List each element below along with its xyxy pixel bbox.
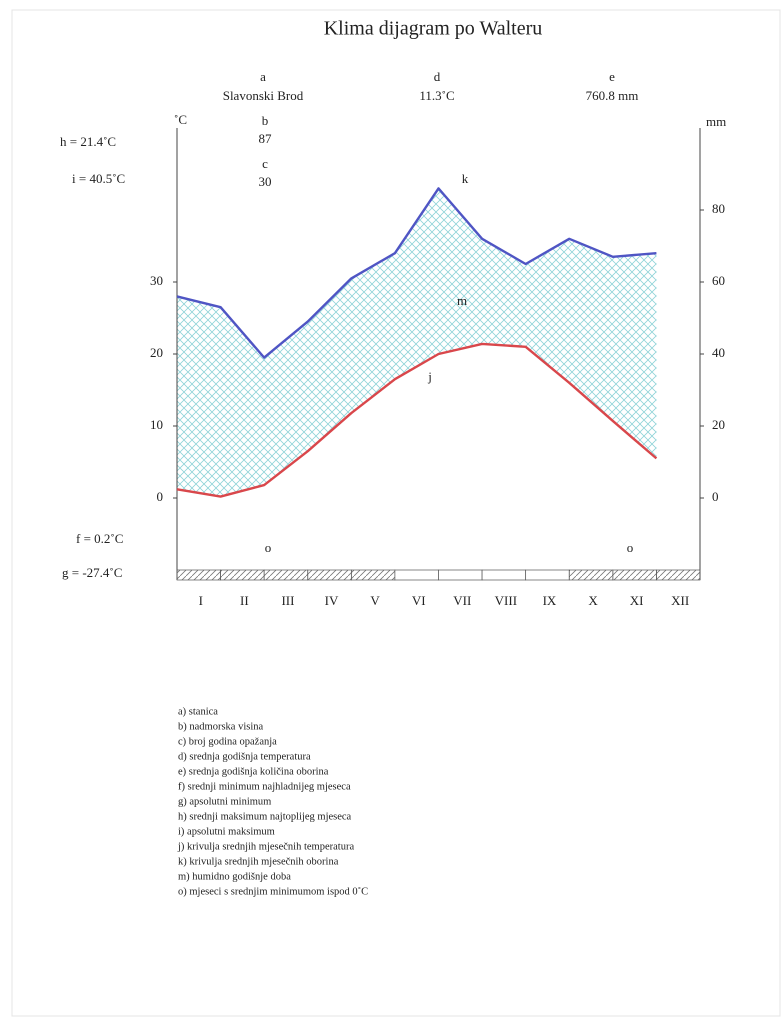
frost-cell	[612, 569, 657, 581]
legend-entry: c) broj godina opažanja	[178, 736, 277, 747]
x-tick-label: II	[240, 593, 249, 608]
x-tick-label: XI	[630, 593, 644, 608]
x-tick-label: V	[370, 593, 380, 608]
frost-cell	[394, 569, 439, 581]
annotation: g = -27.4˚C	[62, 565, 122, 580]
frost-cell	[438, 569, 483, 581]
frost-cell	[568, 569, 614, 581]
legend-entry: k) krivulja srednjih mjesečnih oborina	[178, 856, 339, 867]
header-letter: d	[434, 69, 441, 84]
legend-entry: f) srednji minimum najhladnijeg mjeseca	[178, 781, 351, 792]
annotation: k	[462, 171, 469, 186]
frost-cell	[307, 569, 352, 581]
x-tick-label: VII	[453, 593, 471, 608]
frost-cell	[220, 569, 265, 581]
header-letter: e	[609, 69, 615, 84]
legend-entry: b) nadmorska visina	[178, 721, 263, 732]
annotation: o	[627, 540, 634, 555]
annotation: m	[457, 293, 467, 308]
annotation: f = 0.2˚C	[76, 531, 123, 546]
mean-temp: 11.3˚C	[419, 88, 454, 103]
x-tick-label: XII	[671, 593, 689, 608]
header-letter: a	[260, 69, 266, 84]
y2-tick-label: 60	[712, 273, 725, 288]
y2-tick-label: 80	[712, 201, 725, 216]
y2-axis-label: mm	[706, 114, 726, 129]
annotation: i = 40.5˚C	[72, 171, 125, 186]
y-tick-label: 20	[150, 345, 163, 360]
x-tick-label: VIII	[495, 593, 517, 608]
x-tick-label: I	[199, 593, 203, 608]
frost-cell	[656, 569, 701, 581]
legend-entry: g) apsolutni minimum	[178, 796, 271, 807]
legend-entry: h) srednji maksimum najtoplijeg mjeseca	[178, 811, 352, 822]
x-tick-label: VI	[412, 593, 426, 608]
legend-entry: e) srednja godišnja količina oborina	[178, 766, 329, 777]
header-letter: b	[262, 113, 269, 128]
y2-tick-label: 40	[712, 345, 725, 360]
years: 30	[259, 174, 272, 189]
x-tick-label: IV	[325, 593, 339, 608]
frost-cell	[481, 569, 527, 581]
annotation: j	[427, 369, 432, 384]
legend-entry: m) humidno godišnje doba	[178, 871, 291, 882]
precipitation: 760.8 mm	[586, 88, 639, 103]
x-tick-label: III	[281, 593, 294, 608]
y2-tick-label: 20	[712, 417, 725, 432]
frost-cell	[525, 569, 570, 581]
legend-entry: i) apsolutni maksimum	[178, 826, 275, 837]
altitude: 87	[259, 131, 273, 146]
header-letter: c	[262, 156, 268, 171]
y-tick-label: 30	[150, 273, 163, 288]
page-frame	[11, 9, 781, 1017]
station: Slavonski Brod	[223, 88, 304, 103]
chart-title: Klima dijagram po Walteru	[324, 18, 543, 40]
x-tick-label: X	[588, 593, 598, 608]
frost-cell	[350, 569, 396, 581]
legend-entry: d) srednja godišnja temperatura	[178, 751, 311, 762]
legend-entry: o) mjeseci s srednjim minimumom ispod 0˚…	[178, 886, 368, 897]
frost-cell	[176, 569, 221, 581]
legend-entry: j) krivulja srednjih mjesečnih temperatu…	[177, 841, 354, 852]
series-line	[176, 342, 658, 498]
y-tick-label: 10	[150, 417, 163, 432]
humid-area	[177, 188, 657, 497]
annotation: o	[265, 540, 272, 555]
y2-tick-label: 0	[712, 489, 719, 504]
legend-entry: a) stanica	[178, 706, 218, 717]
frost-cell	[263, 569, 309, 581]
series-line	[176, 187, 657, 359]
y-tick-label: 0	[157, 489, 164, 504]
y-axis-label: ˚C	[174, 112, 187, 127]
annotation: h = 21.4˚C	[60, 134, 116, 149]
x-tick-label: IX	[543, 593, 557, 608]
